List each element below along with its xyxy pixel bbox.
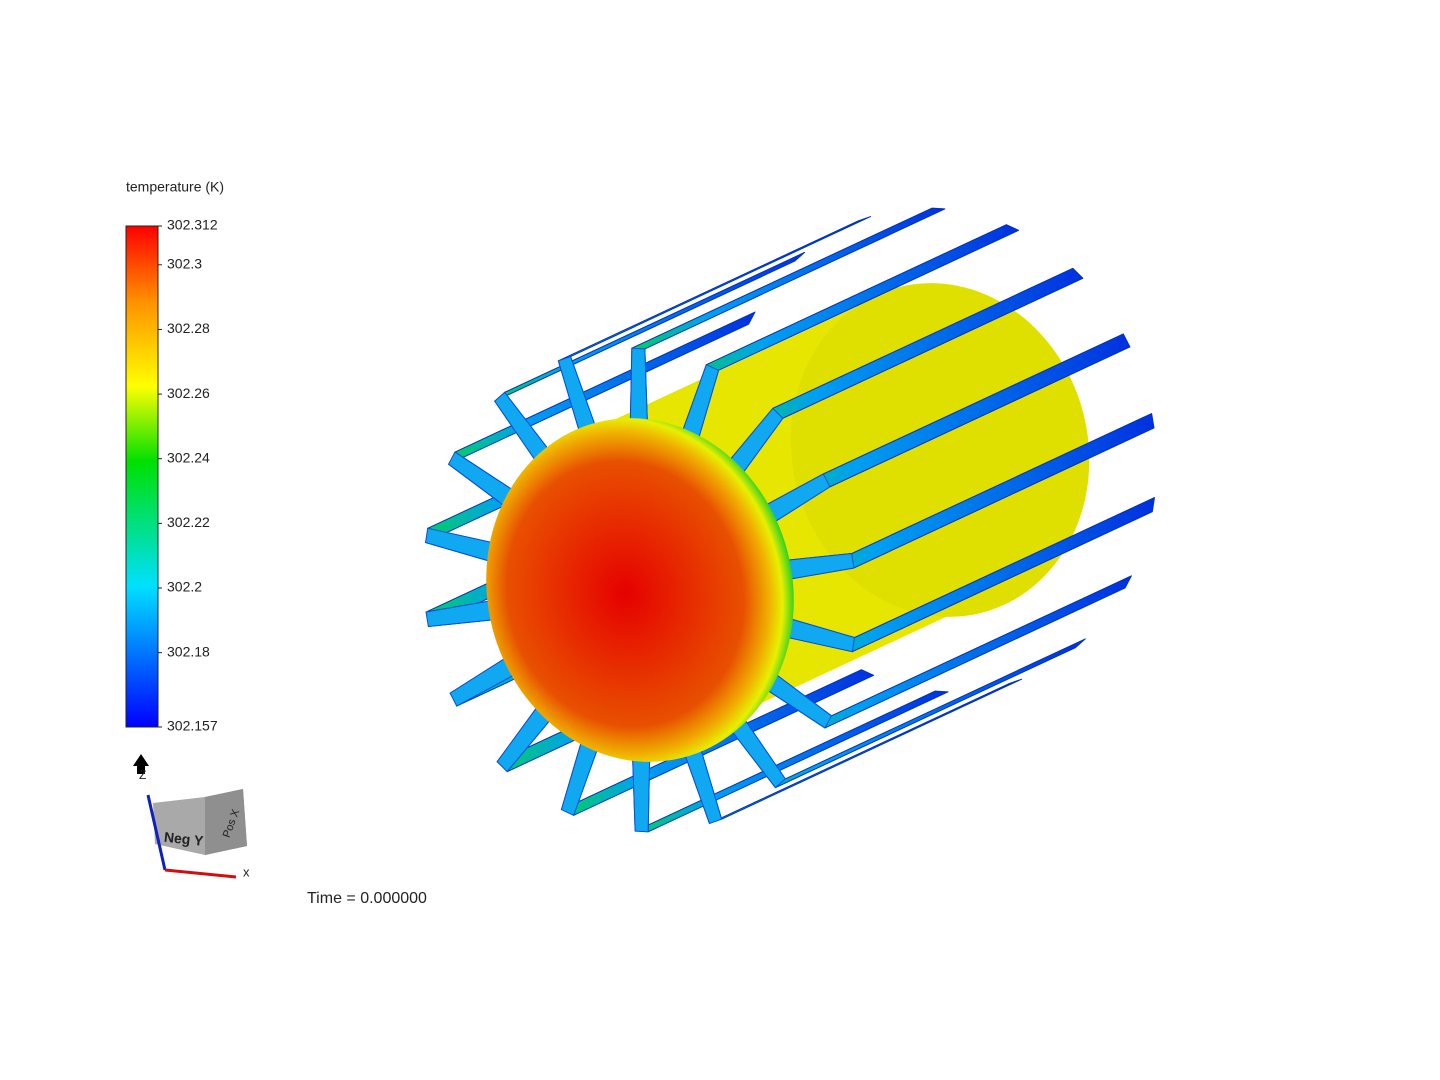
cube-face-label: Neg Y <box>163 829 205 849</box>
colorbar-tick-label: 302.157 <box>167 718 218 734</box>
face <box>486 418 794 762</box>
x-axis-label: X <box>243 864 250 879</box>
colorbar-ticks: 302.312 302.3 302.28 302.26 302.24 302.22 302.… <box>158 217 218 734</box>
z-axis <box>146 794 167 871</box>
colorbar-tick-label: 302.24 <box>167 449 210 465</box>
colorbar-tick-label: 302.312 <box>167 217 218 233</box>
x-axis <box>164 868 237 879</box>
colorbar-tick-label: 302.28 <box>167 320 210 336</box>
fin-face <box>629 347 649 430</box>
heatsink-model <box>424 207 1155 833</box>
time-label: Time = 0.000000 <box>307 890 427 907</box>
colorbar-tick-label: 302.26 <box>167 385 210 401</box>
fin-face <box>631 750 651 833</box>
colorbar-tick-label: 302.22 <box>167 514 210 530</box>
z-axis-label: Z <box>139 768 146 782</box>
colorbar <box>125 225 159 728</box>
colorbar-title: temperature (K) <box>126 179 224 195</box>
up-arrow-icon <box>133 754 149 774</box>
colorbar-tick-label: 302.2 <box>167 579 202 595</box>
colorbar-tick-label: 302.18 <box>167 643 210 659</box>
cube-side <box>205 789 247 855</box>
colorbar-tick-label: 302.3 <box>167 255 202 271</box>
orientation-triad: Neg Y Pos X Z X <box>133 754 250 879</box>
